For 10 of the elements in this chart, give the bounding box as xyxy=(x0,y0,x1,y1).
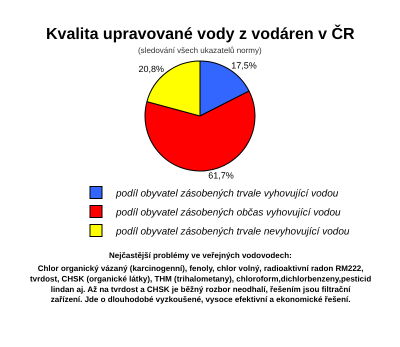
legend-label: podíl obyvatel zásobených trvale nevyhovující vodou xyxy=(115,226,350,238)
data-label: 61,7% xyxy=(208,170,234,181)
text: Chlor organický vázaný (karcinogenní), fenoly, chlor volný, radioaktivní radon RM222, tvrdost, CHSK (organické látky), THM (trihalometany), chloroform,dichlorbenzeny,pesticid lindan aj. Až na tvrdost a CHSK je běžný rozbor neodhalí, řešením jsou filtrační zařízení. Jde o dlouhodobé vyzkoušené, vysoce efektivní a ekonomické řešení. xyxy=(30,264,372,304)
legend-label: podíl obyvatel zásobených trvale vyhovující vodou xyxy=(115,188,339,200)
chart-title: Kvalita upravované vody z vodáren v ČR xyxy=(46,24,355,43)
text: Nejčastější problémy ve veřejných vodovodech: xyxy=(109,251,292,260)
data-label: 20,8% xyxy=(138,64,164,74)
data-label: 17,5% xyxy=(231,60,257,70)
chart-subtitle: (sledování všech ukazatelů normy) xyxy=(138,46,262,55)
legend-label: podíl obyvatel zásobených občas vyhovující vodou xyxy=(115,207,342,218)
